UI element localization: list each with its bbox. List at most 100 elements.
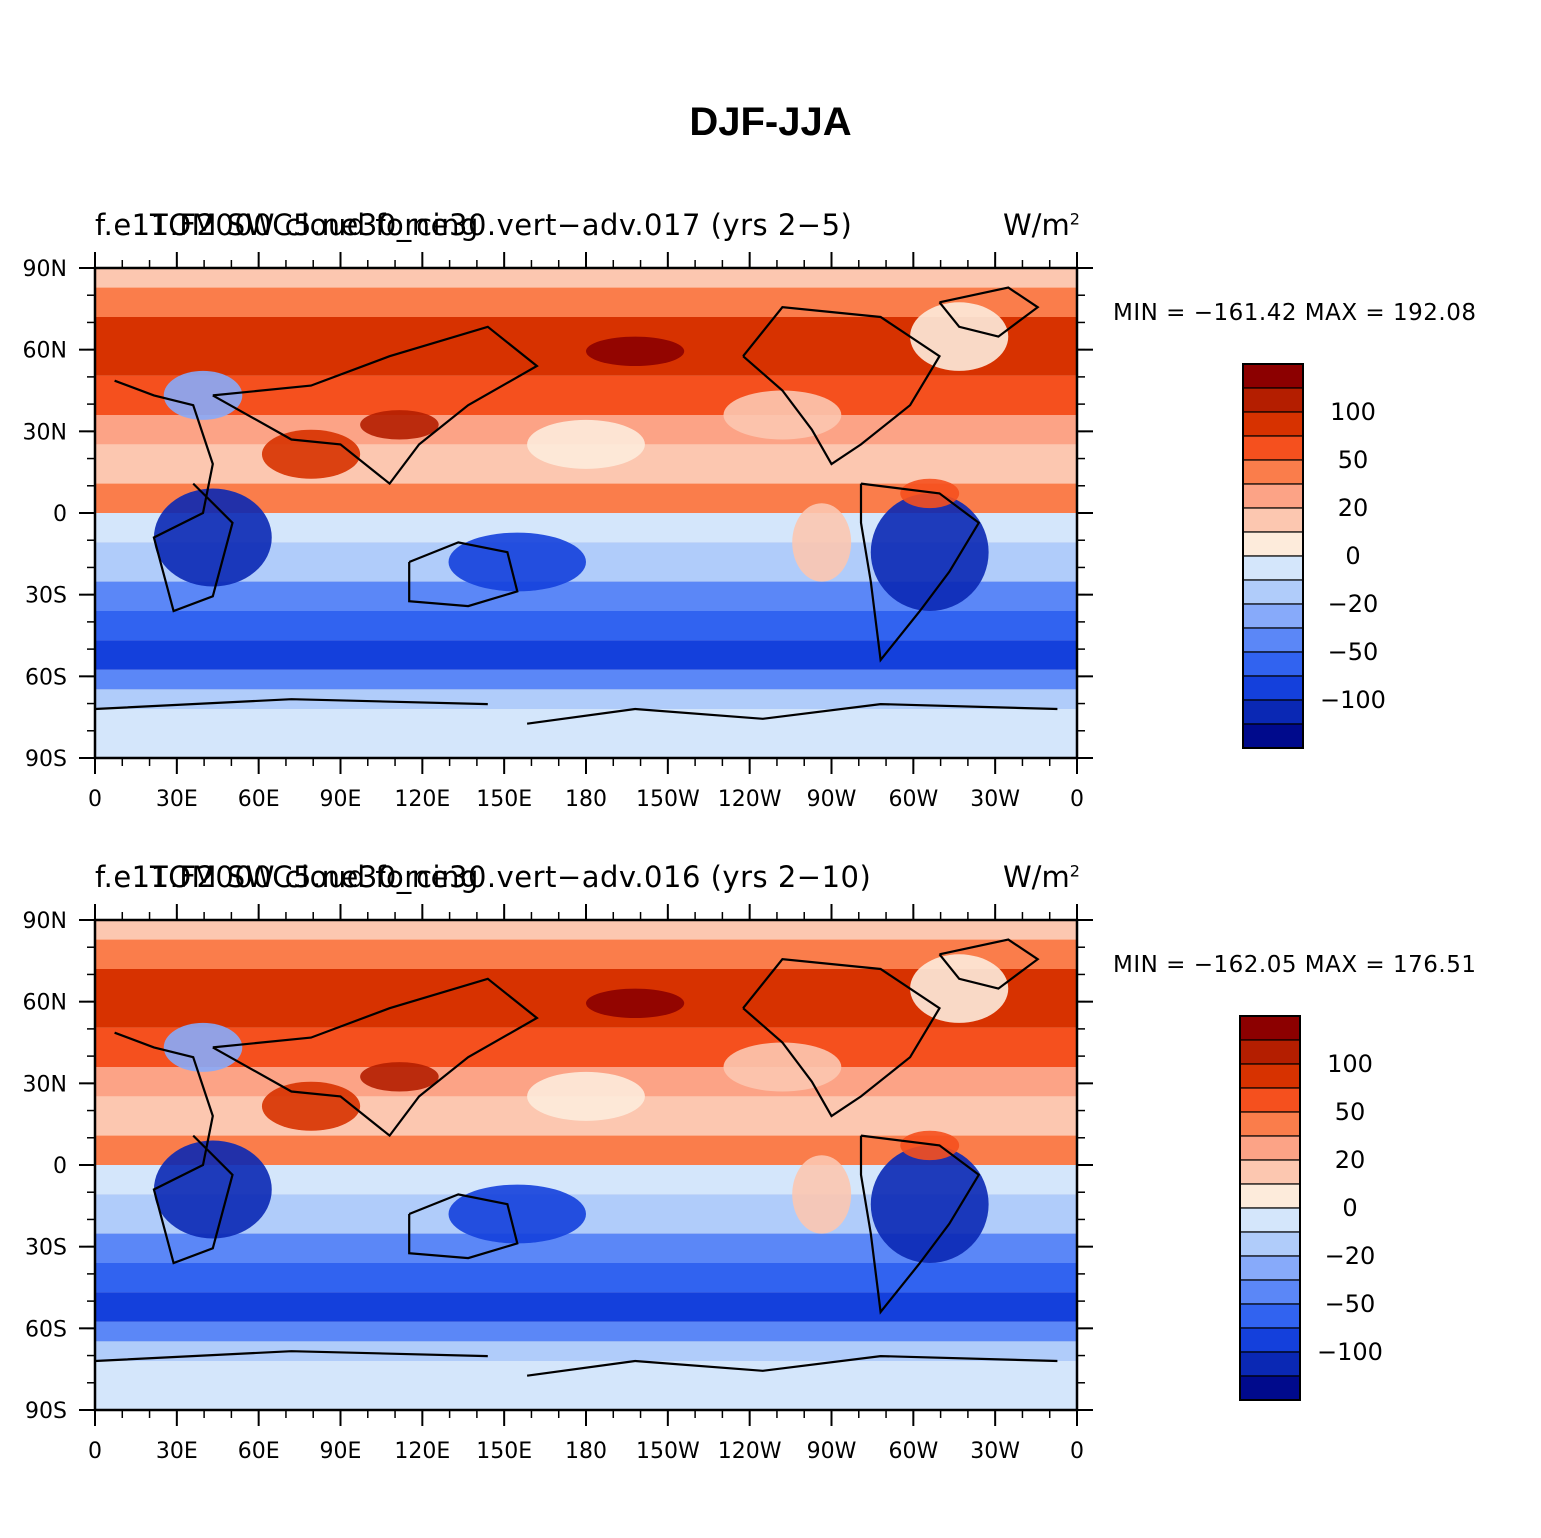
map-panel-2: f.e11.F2000C5.ne30_ne30.vert−adv.016 (yr…	[0, 848, 1541, 1498]
contour-band	[95, 640, 1077, 670]
lat-tick-label: 0	[53, 502, 67, 527]
colorbar-swatch	[1242, 507, 1304, 533]
lat-tick-label: 90N	[23, 909, 67, 934]
colorbar-swatch	[1242, 411, 1304, 437]
colorbar-swatch	[1239, 1087, 1301, 1113]
lat-tick-label: 90S	[25, 747, 67, 772]
lon-tick-label: 120W	[718, 787, 782, 812]
colorbar-label: 20	[1338, 494, 1369, 522]
colorbar-swatch	[1242, 723, 1304, 749]
colorbar-label: 0	[1345, 542, 1360, 570]
colorbar-label: 20	[1335, 1146, 1366, 1174]
colorbar-swatch	[1242, 555, 1304, 581]
colorbar-label: −100	[1317, 1338, 1383, 1366]
lon-tick-label: 0	[1070, 787, 1084, 812]
lon-tick-label: 180	[565, 1439, 607, 1464]
contour-region	[723, 1042, 842, 1092]
coastline	[938, 286, 1040, 338]
lat-tick-label: 30S	[25, 1236, 67, 1261]
colorbar-swatch	[1242, 363, 1304, 389]
contour-region	[910, 302, 1009, 371]
contour-region	[360, 410, 439, 440]
colorbar-label: −100	[1320, 686, 1386, 714]
colorbar-swatch	[1239, 1039, 1301, 1065]
colorbar-swatch	[1242, 459, 1304, 485]
colorbar-swatch	[1239, 1183, 1301, 1209]
lat-tick-label: 60S	[25, 1317, 67, 1342]
lon-tick-label: 150E	[476, 1439, 532, 1464]
colorbar-label: −20	[1325, 1242, 1376, 1270]
coastline	[526, 702, 1058, 725]
colorbar-label: −50	[1325, 1290, 1376, 1318]
colorbar-swatch	[1242, 531, 1304, 557]
min-max-stats: MIN = −161.42 MAX = 192.08	[1113, 300, 1477, 326]
colorbar-swatch	[1242, 627, 1304, 653]
coastline	[938, 938, 1040, 990]
contour-region	[261, 1081, 361, 1131]
coastlines	[94, 286, 1058, 725]
colorbar-swatch	[1242, 699, 1304, 725]
coastline	[859, 1134, 981, 1315]
lon-tick-label: 180	[565, 787, 607, 812]
colorbar-swatch	[1242, 435, 1304, 461]
contour-region	[792, 503, 852, 582]
case-title: f.e11.F2000C5.ne30_ne30.vert−adv.016 (yr…	[95, 860, 872, 894]
colorbar-label: −20	[1328, 590, 1379, 618]
map-panel-1: f.e11.F2000C5.ne30_ne30.vert−adv.017 (yr…	[0, 196, 1541, 846]
lon-tick-label: 30E	[156, 1439, 198, 1464]
coastline	[212, 325, 539, 486]
colorbar-label: 50	[1338, 446, 1369, 474]
colorbar-swatch	[1239, 1351, 1301, 1377]
contour-band	[95, 287, 1077, 317]
lon-tick-label: 150W	[636, 1439, 700, 1464]
lon-tick-label: 30W	[970, 787, 1020, 812]
contour-band	[95, 669, 1077, 690]
contour-region	[870, 1145, 989, 1263]
contour-band	[95, 709, 1077, 758]
lon-tick-label: 90W	[807, 787, 857, 812]
contour-band	[95, 1361, 1077, 1410]
contour-band	[95, 1027, 1077, 1067]
coastline	[742, 306, 941, 466]
lon-tick-label: 60W	[888, 787, 938, 812]
lon-tick-label: 120W	[718, 1439, 782, 1464]
coastline	[408, 1193, 519, 1260]
colorbar-swatch	[1239, 1303, 1301, 1329]
lon-tick-label: 30E	[156, 787, 198, 812]
contour-region	[448, 532, 586, 592]
lon-tick-label: 120E	[394, 1439, 450, 1464]
lon-tick-label: 60E	[238, 1439, 280, 1464]
lon-tick-label: 150W	[636, 787, 700, 812]
contour-band	[95, 1321, 1077, 1342]
contour-region	[586, 336, 685, 366]
colorbar-label: 0	[1342, 1194, 1357, 1222]
lon-tick-label: 0	[1070, 1439, 1084, 1464]
lon-tick-label: 30W	[970, 1439, 1020, 1464]
units-label: W/m2	[1003, 860, 1080, 894]
contour-region	[527, 1071, 645, 1121]
colorbar-swatch	[1242, 387, 1304, 413]
contour-region	[261, 429, 361, 479]
contour-band	[95, 1292, 1077, 1322]
contour-band	[95, 939, 1077, 969]
contour-region	[448, 1184, 586, 1244]
lat-tick-label: 30S	[25, 584, 67, 609]
contour-region	[910, 954, 1009, 1023]
contour-map: 90N 60N 30N 0 30S 60S 90S 0 30E 60E 90E 120E 150E 180…	[23, 904, 1093, 1464]
colorbar-swatch	[1239, 1159, 1301, 1185]
contour-band	[95, 920, 1077, 940]
colorbar-outline	[1239, 1015, 1301, 1401]
colorbar-swatch	[1239, 1135, 1301, 1161]
contour-band	[95, 1341, 1077, 1361]
contour-band	[95, 611, 1077, 641]
case-title: f.e11.F2000C5.ne30_ne30.vert−adv.017 (yr…	[95, 208, 853, 242]
contour-band	[95, 689, 1077, 709]
contour-region	[360, 1062, 439, 1092]
colorbar-swatch	[1242, 651, 1304, 677]
contour-region	[527, 419, 645, 469]
contour-region	[900, 1130, 960, 1161]
lat-tick-label: 0	[53, 1154, 67, 1179]
colorbar-swatch	[1242, 579, 1304, 605]
colorbar-swatch	[1242, 675, 1304, 701]
lat-tick-label: 30N	[23, 1072, 67, 1097]
